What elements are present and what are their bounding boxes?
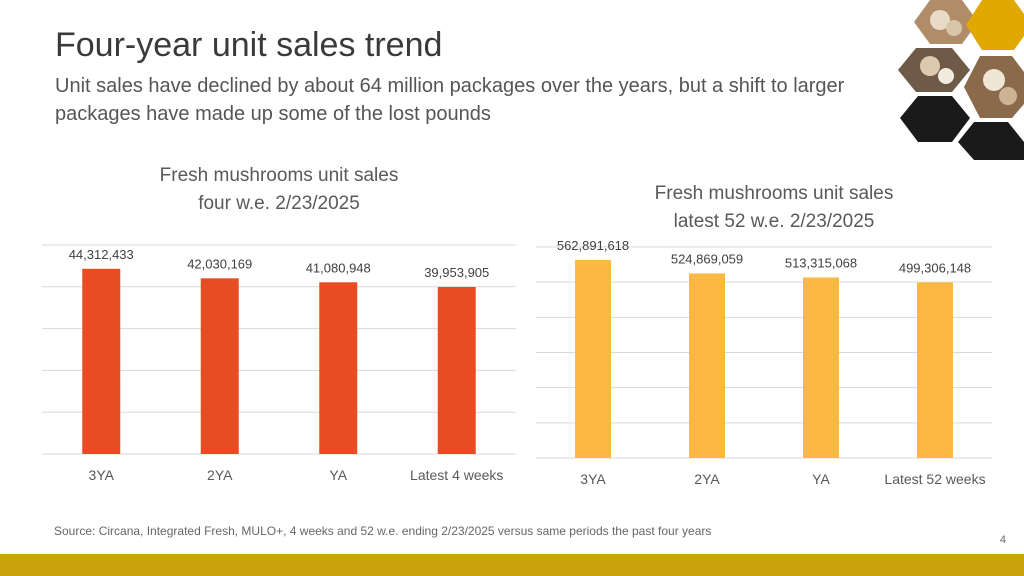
chart-title-line: Fresh mushrooms unit sales: [160, 165, 399, 186]
data-label: 39,953,905: [424, 265, 489, 280]
hex-gold-1: [966, 0, 1024, 50]
category-label: YA: [329, 467, 347, 483]
page-number: 4: [999, 534, 1006, 546]
bar-chart-svg: Fresh mushrooms unit sales latest 52 w.e.…: [536, 183, 992, 487]
category-label: YA: [812, 471, 830, 487]
mushroom-cap-6: [938, 68, 954, 84]
hex-dark-2: [900, 96, 970, 142]
category-label: Latest 4 weeks: [410, 467, 503, 483]
chart-title-line: Fresh mushrooms unit sales: [655, 183, 894, 204]
chart-title-line: latest 52 w.e. 2/23/2025: [674, 211, 875, 232]
chart-four-week: Fresh mushrooms unit sales four w.e. 2/23…: [38, 150, 520, 500]
data-label: 41,080,948: [306, 260, 371, 275]
bar: [917, 282, 953, 458]
hex-dark-3: [958, 122, 1024, 160]
category-label: 3YA: [89, 467, 115, 483]
category-label: 2YA: [694, 471, 720, 487]
bar: [437, 286, 476, 454]
footer-bar: [0, 554, 1024, 576]
bar: [82, 268, 121, 454]
bar: [319, 282, 358, 454]
chart-52-week: Fresh mushrooms unit sales latest 52 w.e.…: [534, 168, 994, 504]
hexagon-graphic: [898, 0, 1024, 160]
data-label: 499,306,148: [899, 260, 971, 275]
category-label: 2YA: [207, 467, 233, 483]
mushroom-cap-3: [983, 69, 1005, 91]
bar: [803, 277, 839, 458]
data-label: 42,030,169: [187, 256, 252, 271]
bar: [575, 260, 611, 458]
mushroom-cap-4: [999, 87, 1017, 105]
category-label: 3YA: [580, 471, 606, 487]
bar-chart-svg: Fresh mushrooms unit sales four w.e. 2/23…: [42, 165, 516, 483]
mushroom-cap-5: [920, 56, 940, 76]
data-label: 513,315,068: [785, 255, 857, 270]
hexagon-decoration: [890, 0, 1024, 160]
data-label: 44,312,433: [69, 247, 134, 262]
data-label: 562,891,618: [557, 238, 629, 253]
chart-title-line: four w.e. 2/23/2025: [198, 193, 360, 214]
bar: [200, 278, 239, 454]
page-subtitle: Unit sales have declined by about 64 mil…: [55, 75, 845, 125]
source-note: Source: Circana, Integrated Fresh, MULO+…: [54, 524, 712, 538]
category-label: Latest 52 weeks: [884, 471, 985, 487]
data-label: 524,869,059: [671, 251, 743, 266]
mushroom-cap-2: [946, 20, 962, 36]
mushroom-cap-1: [930, 10, 950, 30]
bar: [689, 273, 725, 458]
page-title: Four-year unit sales trend: [55, 26, 443, 64]
